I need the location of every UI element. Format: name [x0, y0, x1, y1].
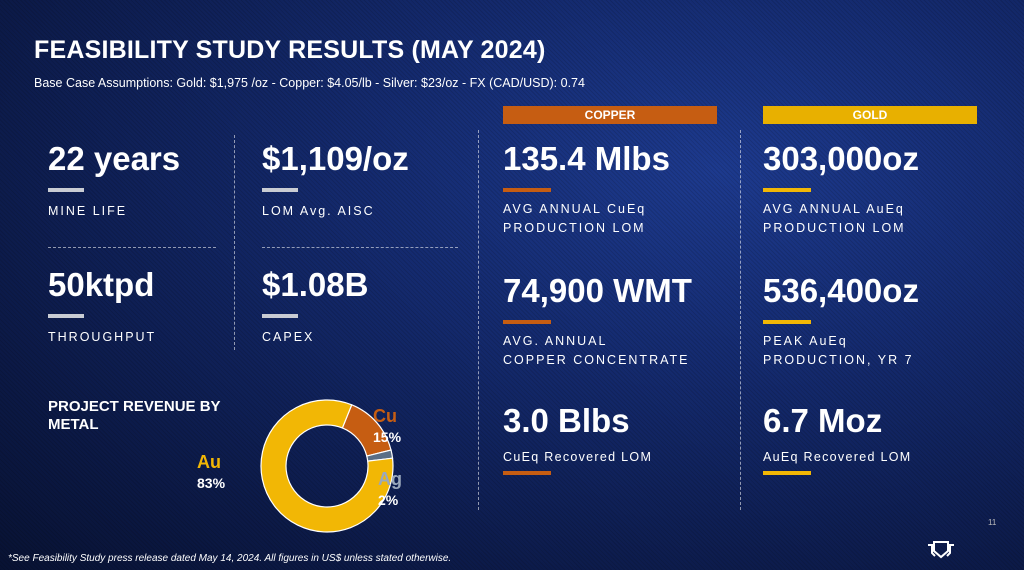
- slice-value-au: 83%: [197, 475, 226, 491]
- metric-label: COPPER CONCENTRATE: [503, 353, 690, 367]
- metric-capex: $1.08B CAPEX: [262, 266, 368, 347]
- metric-underline: [262, 188, 298, 192]
- metric-label: AVG. ANNUAL: [503, 334, 608, 348]
- metric-value: $1.08B: [262, 266, 369, 303]
- metric-value: 536,400oz: [763, 272, 919, 309]
- metric-value: 135.4 Mlbs: [503, 140, 670, 177]
- footnote: *See Feasibility Study press release dat…: [8, 553, 452, 564]
- divider: [234, 135, 235, 350]
- gold-metric: 303,000oz AVG ANNUAL AuEq PRODUCTION LOM: [763, 140, 919, 238]
- divider: [48, 247, 216, 248]
- base-case-assumptions: Base Case Assumptions: Gold: $1,975 /oz …: [34, 76, 585, 90]
- company-logo-icon: [928, 541, 954, 559]
- page-title: FEASIBILITY STUDY RESULTS (MAY 2024): [34, 36, 546, 64]
- metric-value: 3.0 Blbs: [503, 402, 630, 439]
- metric-value: 50ktpd: [48, 266, 155, 303]
- slice-value-cu: 15%: [373, 429, 402, 445]
- slice-name-ag: Ag: [378, 469, 402, 489]
- slice-value-ag: 2%: [378, 492, 399, 508]
- metric-underline: [503, 471, 551, 475]
- metric-value: 74,900 WMT: [503, 272, 692, 309]
- metric-underline: [48, 188, 84, 192]
- donut-slice-au: [260, 399, 394, 533]
- metric-label: MINE LIFE: [48, 204, 128, 218]
- gold-header: GOLD: [763, 106, 977, 124]
- metric-label: LOM Avg. AISC: [262, 204, 375, 218]
- metric-label: PEAK AuEq: [763, 334, 848, 348]
- metric-underline: [763, 188, 811, 192]
- divider: [478, 130, 479, 510]
- metric-label: PRODUCTION LOM: [763, 221, 906, 235]
- metric-label: THROUGHPUT: [48, 330, 157, 344]
- metric-underline: [262, 314, 298, 318]
- metric-value: $1,109/oz: [262, 140, 409, 177]
- chart-title: PROJECT REVENUE BY METAL: [48, 398, 221, 433]
- metric-underline: [503, 188, 551, 192]
- metric-label: CuEq Recovered LOM: [503, 450, 653, 464]
- copper-header: COPPER: [503, 106, 717, 124]
- metric-mine-life: 22 years MINE LIFE: [48, 140, 180, 221]
- metric-value: 6.7 Moz: [763, 402, 883, 439]
- copper-metric: 135.4 Mlbs AVG ANNUAL CuEq PRODUCTION LO…: [503, 140, 670, 238]
- metric-underline: [763, 471, 811, 475]
- metric-underline: [763, 320, 811, 324]
- copper-metric: 74,900 WMT AVG. ANNUAL COPPER CONCENTRAT…: [503, 272, 692, 370]
- metric-label: AuEq Recovered LOM: [763, 450, 912, 464]
- metric-throughput: 50ktpd THROUGHPUT: [48, 266, 156, 347]
- gold-metric: 6.7 Moz AuEq Recovered LOM: [763, 402, 911, 475]
- slice-name-au: Au: [197, 452, 221, 472]
- metric-underline: [48, 314, 84, 318]
- gold-metric: 536,400oz PEAK AuEq PRODUCTION, YR 7: [763, 272, 919, 370]
- metric-label: CAPEX: [262, 330, 315, 344]
- metric-label: AVG ANNUAL AuEq: [763, 202, 905, 216]
- metric-aisc: $1,109/oz LOM Avg. AISC: [262, 140, 409, 221]
- metric-underline: [503, 320, 551, 324]
- divider: [740, 130, 741, 510]
- metric-label: PRODUCTION LOM: [503, 221, 646, 235]
- slice-name-cu: Cu: [373, 406, 397, 426]
- metric-value: 22 years: [48, 140, 181, 177]
- divider: [262, 247, 458, 248]
- copper-metric: 3.0 Blbs CuEq Recovered LOM: [503, 402, 652, 475]
- metric-label: PRODUCTION, YR 7: [763, 353, 914, 367]
- page-number: 11: [988, 518, 997, 527]
- metric-value: 303,000oz: [763, 140, 919, 177]
- metric-label: AVG ANNUAL CuEq: [503, 202, 647, 216]
